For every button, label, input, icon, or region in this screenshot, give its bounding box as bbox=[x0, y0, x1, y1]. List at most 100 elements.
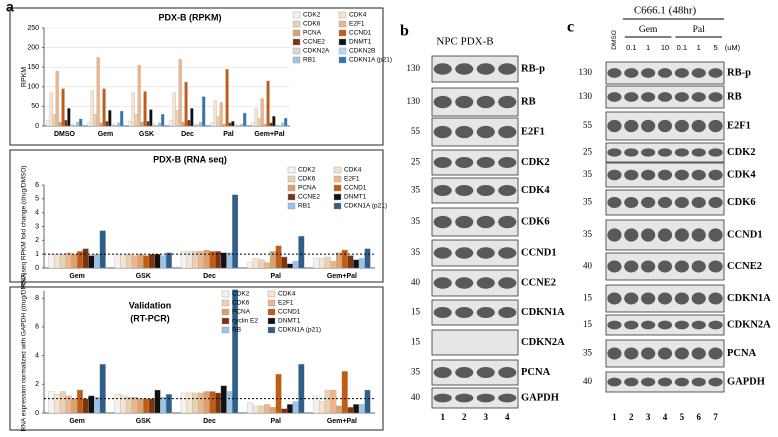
legend-swatch bbox=[268, 309, 275, 315]
blot-band bbox=[692, 68, 706, 78]
bar bbox=[319, 258, 325, 268]
blot-band bbox=[607, 92, 621, 102]
y-tick-label: 4 bbox=[35, 352, 39, 359]
blot-band bbox=[434, 307, 452, 318]
bar bbox=[348, 256, 354, 268]
bar bbox=[276, 374, 282, 413]
legend-swatch bbox=[334, 176, 341, 182]
legend-swatch bbox=[288, 185, 295, 191]
blot-band bbox=[434, 367, 452, 378]
protein-name: CDK6 bbox=[521, 216, 550, 227]
bar bbox=[155, 390, 161, 413]
bar bbox=[120, 111, 123, 126]
blot-band bbox=[498, 216, 516, 228]
molecular-weight: 35 bbox=[411, 247, 421, 257]
bar bbox=[179, 59, 182, 126]
y-tick-label: 100 bbox=[27, 84, 39, 91]
legend-label: E2F1 bbox=[349, 21, 365, 28]
blot-band bbox=[692, 170, 706, 181]
panel-label: b bbox=[400, 23, 409, 40]
bar bbox=[192, 393, 198, 413]
blot-band bbox=[624, 348, 638, 360]
molecular-weight: 40 bbox=[583, 376, 593, 386]
bar bbox=[188, 120, 191, 126]
bar bbox=[135, 114, 138, 126]
x-tick-label: Pal bbox=[270, 418, 281, 425]
blot-band bbox=[498, 63, 516, 74]
bar bbox=[149, 399, 155, 413]
bar bbox=[255, 108, 258, 126]
bar bbox=[298, 364, 304, 413]
protein-name: PCNA bbox=[521, 367, 551, 378]
bar bbox=[108, 110, 111, 126]
lane-number: 6 bbox=[696, 412, 701, 422]
lane-number: 3 bbox=[484, 412, 489, 422]
bar bbox=[59, 122, 62, 126]
legend-label: CDKN2B bbox=[349, 48, 375, 55]
bar bbox=[54, 254, 60, 268]
molecular-weight: 15 bbox=[411, 337, 421, 347]
x-tick-label: Gem+Pal bbox=[327, 418, 357, 425]
lane-number: 7 bbox=[713, 412, 718, 422]
bar bbox=[243, 113, 246, 126]
blot-band bbox=[624, 170, 638, 181]
legend-label: CDKN1A (p21) bbox=[344, 203, 387, 210]
bar bbox=[97, 57, 100, 126]
lane-number: 1 bbox=[612, 412, 617, 422]
protein-name: CCNE2 bbox=[727, 261, 762, 272]
protein-name: CCNE2 bbox=[521, 277, 556, 288]
bar bbox=[226, 69, 229, 126]
dose-label: 5 bbox=[713, 43, 717, 52]
legend-label: PCNA bbox=[303, 30, 322, 37]
blot-band bbox=[434, 157, 452, 168]
bar bbox=[149, 254, 155, 268]
blot-band bbox=[692, 197, 706, 208]
blot-band bbox=[675, 120, 689, 132]
protein-name: CDKN2A bbox=[521, 337, 565, 348]
lane-number: 4 bbox=[663, 412, 668, 422]
blot-band bbox=[498, 367, 516, 378]
bar bbox=[173, 93, 176, 126]
blot-band bbox=[477, 216, 495, 228]
legend-swatch bbox=[222, 309, 229, 315]
legend-label: cyclin E2 bbox=[232, 318, 258, 325]
y-tick-label: 3 bbox=[35, 223, 39, 230]
y-tick-label: 0 bbox=[35, 265, 39, 272]
blot-band bbox=[675, 68, 689, 78]
blot-band bbox=[675, 92, 689, 102]
protein-name: E2F1 bbox=[521, 126, 545, 137]
bar bbox=[73, 125, 76, 126]
blot-band bbox=[692, 120, 706, 132]
legend-swatch bbox=[268, 327, 275, 333]
blot-band bbox=[624, 321, 638, 330]
legend-label: DNMT1 bbox=[349, 39, 372, 46]
blot-band bbox=[498, 394, 516, 403]
bar bbox=[160, 397, 166, 413]
bar bbox=[143, 256, 149, 268]
blot-band bbox=[641, 120, 655, 132]
blot-band bbox=[692, 293, 706, 305]
blot-band bbox=[708, 197, 722, 208]
bar bbox=[196, 125, 199, 126]
legend-swatch bbox=[222, 327, 229, 333]
legend-swatch bbox=[339, 39, 346, 45]
blot-band bbox=[498, 96, 516, 108]
blot-band bbox=[477, 157, 495, 168]
blot-band bbox=[434, 394, 452, 403]
molecular-weight: 25 bbox=[583, 147, 593, 157]
blot-band bbox=[708, 92, 722, 102]
blot-band bbox=[498, 307, 516, 318]
bar bbox=[336, 253, 342, 268]
bar bbox=[325, 390, 331, 413]
bar bbox=[221, 386, 227, 413]
blot-band bbox=[455, 247, 473, 258]
blot-band bbox=[455, 157, 473, 168]
bar bbox=[272, 116, 275, 126]
bar bbox=[70, 124, 73, 126]
bar bbox=[284, 118, 287, 126]
blot-band bbox=[455, 96, 473, 108]
blot-band bbox=[692, 261, 706, 273]
protein-name: CDKN2A bbox=[727, 319, 771, 330]
bar bbox=[94, 397, 100, 413]
